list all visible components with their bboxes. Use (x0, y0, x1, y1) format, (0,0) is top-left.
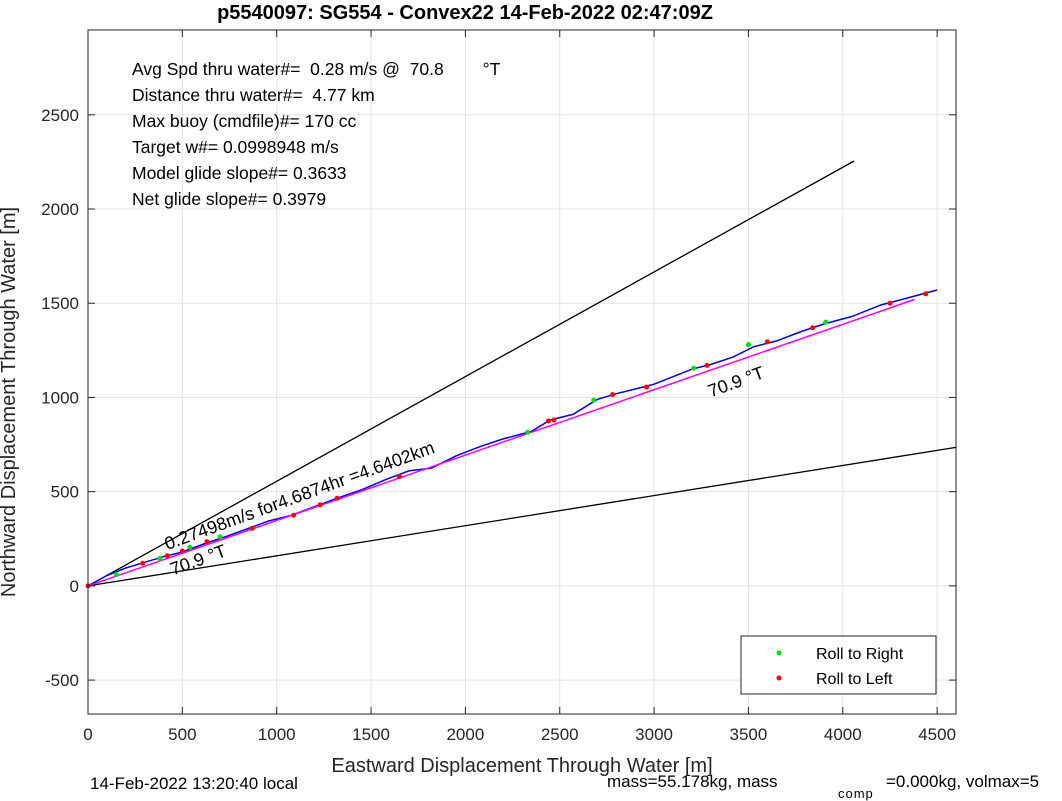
roll-left-point (291, 512, 297, 518)
y-tick-label: 0 (70, 577, 79, 596)
roll-right-point (823, 319, 829, 325)
roll-left-point (317, 502, 323, 508)
roll-right-point (591, 397, 597, 403)
roll-right-point (113, 572, 119, 578)
roll-left-point (396, 474, 402, 480)
roll-left-point (810, 325, 816, 331)
x-tick-label: 500 (168, 725, 196, 744)
roll-right-point (525, 429, 531, 435)
footer: 14-Feb-2022 13:20:40 local mass=55.178kg… (90, 772, 1039, 801)
roll-left-point (179, 548, 185, 554)
roll-left-point (204, 539, 210, 545)
info-line: Max buoy (cmdfile)#= 170 cc (132, 111, 356, 131)
x-tick-label: 0 (83, 725, 92, 744)
roll-right-point (187, 544, 193, 550)
roll-right-point (691, 365, 697, 371)
y-tick-label: 1500 (41, 294, 79, 313)
net-fit-line (87, 298, 915, 587)
y-tick-label: 2500 (41, 106, 79, 125)
legend-label-roll-right: Roll to Right (816, 646, 904, 663)
roll-left-point (551, 417, 557, 423)
footer-mass-sub: comp (838, 786, 874, 801)
roll-left-point (887, 300, 893, 306)
x-tick-label: 3500 (730, 725, 768, 744)
info-line: Model glide slope#= 0.3633 (132, 163, 347, 183)
footer-local-time: 14-Feb-2022 13:20:40 local (90, 774, 298, 793)
footer-mass-main: mass=55.178kg, mass (607, 772, 778, 791)
x-tick-label: 4500 (918, 725, 956, 744)
roll-left-point (334, 495, 340, 501)
x-tick-label: 3000 (635, 725, 673, 744)
roll-left-point (610, 392, 616, 398)
legend-box (740, 635, 937, 695)
y-tick-label: 500 (51, 483, 79, 502)
series-layer (85, 160, 957, 589)
roll-right-point (217, 534, 223, 540)
roll-left-point (704, 362, 710, 368)
footer-mass: mass=55.178kg, mass (607, 772, 778, 791)
footer-mass-tail: =0.000kg, volmax=5 (886, 772, 1039, 791)
x-tick-label: 2500 (541, 725, 579, 744)
roll-right-point (745, 342, 751, 348)
x-tick-label: 1000 (258, 725, 296, 744)
y-tick-label: 1000 (41, 388, 79, 407)
info-line: Net glide slope#= 0.3979 (132, 189, 326, 209)
x-tick-label: 4000 (824, 725, 862, 744)
y-axis-label: Northward Displacement Through Water [m] (0, 207, 20, 597)
legend: Roll to Right Roll to Left (740, 635, 937, 695)
x-tick-label: 1500 (352, 725, 390, 744)
roll-left-point (764, 339, 770, 345)
y-axis-ticks: -500 0 500 1000 1500 2000 2500 (41, 106, 956, 690)
y-tick-label: -500 (45, 671, 79, 690)
plot-background (88, 30, 956, 714)
roll-left-point (644, 384, 650, 390)
roll-left-point (140, 560, 146, 566)
info-line: Target w#= 0.0998948 m/s (132, 137, 339, 157)
info-block: Avg Spd thru water#= 0.28 m/s @ 70.8 °T D… (132, 59, 501, 209)
chart-title: p5540097: SG554 - Convex22 14-Feb-2022 0… (217, 2, 713, 24)
x-axis-label: Eastward Displacement Through Water [m] (331, 755, 712, 777)
roll-left-point (249, 525, 255, 531)
info-line: Distance thru water#= 4.77 km (132, 85, 375, 105)
roll-left-point (164, 553, 170, 559)
legend-marker-roll-right (776, 650, 782, 656)
roll-left-point (923, 291, 929, 297)
x-tick-label: 2000 (446, 725, 484, 744)
roll-right-point (157, 556, 163, 562)
legend-marker-roll-left (776, 675, 782, 681)
plot-frame (87, 29, 957, 715)
roll-left-point (545, 418, 551, 424)
envelope-line (87, 160, 855, 587)
legend-label-roll-left: Roll to Left (816, 671, 893, 688)
info-line: Avg Spd thru water#= 0.28 m/s @ 70.8 °T (132, 59, 501, 79)
envelope-line (87, 446, 957, 587)
x-axis-ticks: 0 500 1000 1500 2000 2500 3000 3500 4000 4500 (83, 30, 956, 744)
y-tick-label: 2000 (41, 200, 79, 219)
